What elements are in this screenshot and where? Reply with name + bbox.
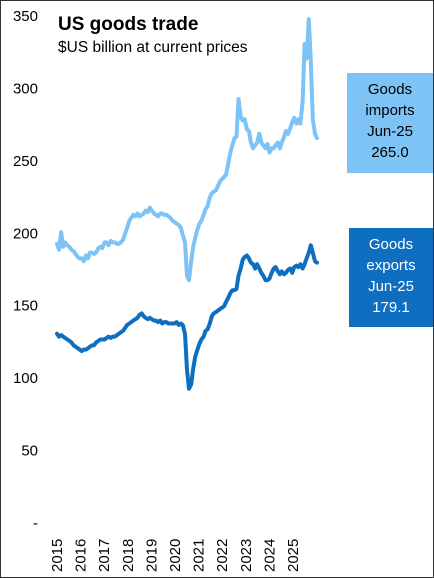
- imports-callout: Goods imports Jun-25 265.0: [347, 73, 433, 173]
- x-tick-label-2020: 2020: [167, 539, 184, 572]
- y-tick-label-0: -: [33, 515, 38, 532]
- chart-subtitle: $US billion at current prices: [58, 39, 248, 56]
- imports-callout-line4: 265.0: [371, 144, 409, 161]
- y-tick-label-5: 250: [13, 153, 38, 170]
- x-tick-label-2023: 2023: [238, 539, 255, 572]
- imports-callout-line3: Jun-25: [367, 123, 413, 140]
- x-tick-label-2024: 2024: [261, 539, 278, 572]
- x-tick-label-2025: 2025: [285, 539, 302, 572]
- x-tick-label-2017: 2017: [96, 539, 113, 572]
- exports-callout-line2: exports: [366, 257, 416, 274]
- exports-callout-line4: 179.1: [372, 299, 410, 316]
- imports-callout-line2: imports: [365, 102, 415, 119]
- x-tick-label-2021: 2021: [191, 539, 208, 572]
- exports-callout: Goods exports Jun-25 179.1: [349, 228, 433, 327]
- x-tick-label-2018: 2018: [120, 539, 137, 572]
- x-axis-ticks: 2015 2016 2017 2018 2019 2020 2021 2022 2023 2024…: [49, 539, 302, 572]
- exports-callout-line3: Jun-25: [368, 278, 414, 295]
- y-axis-ticks: - 50 100 150 200 250 300 350: [13, 8, 38, 532]
- y-tick-label-2: 100: [13, 370, 38, 387]
- series-lines: [55, 17, 319, 391]
- x-tick-label-2015: 2015: [49, 539, 66, 572]
- x-tick-label-2022: 2022: [214, 539, 231, 572]
- exports-line: [55, 243, 319, 391]
- chart-title: US goods trade: [58, 14, 199, 35]
- y-tick-label-1: 50: [21, 443, 38, 460]
- exports-callout-line1: Goods: [368, 236, 414, 253]
- y-tick-label-3: 150: [13, 298, 38, 315]
- y-tick-label-6: 300: [13, 80, 38, 97]
- y-tick-label-4: 200: [13, 225, 38, 242]
- x-tick-label-2019: 2019: [143, 539, 160, 572]
- imports-callout-line1: Goods: [367, 81, 413, 98]
- imports-line: [55, 17, 319, 283]
- y-tick-label-7: 350: [13, 8, 38, 25]
- x-tick-label-2016: 2016: [73, 539, 90, 572]
